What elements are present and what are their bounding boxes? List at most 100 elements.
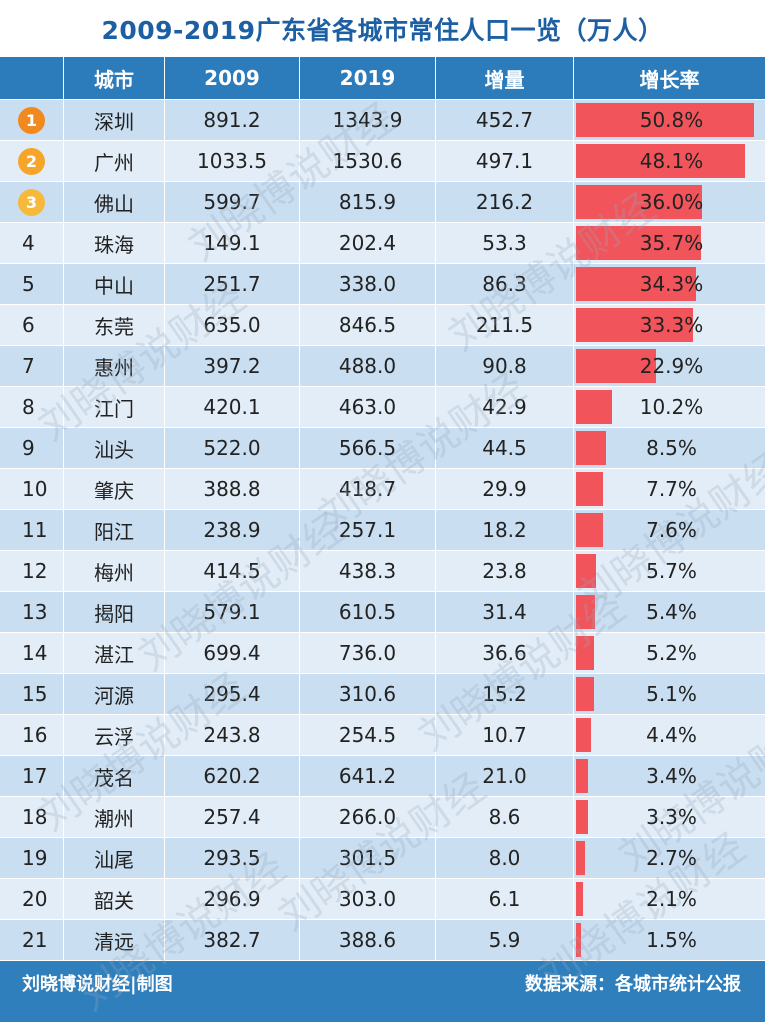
increase-cell: 21.0	[436, 756, 574, 797]
growth-rate-label: 36.0%	[639, 190, 704, 214]
header-increase: 增量	[436, 57, 574, 100]
rank-cell: 13	[0, 592, 64, 633]
growth-rate-bar	[576, 554, 596, 588]
increase-cell: 10.7	[436, 715, 574, 756]
value-2019-cell: 202.4	[300, 223, 436, 264]
header-rank	[0, 57, 64, 100]
value-2019-cell: 438.3	[300, 551, 436, 592]
value-2009-cell: 522.0	[165, 428, 300, 469]
header-row: 城市 2009 2019 增量 增长率	[0, 57, 765, 100]
growth-rate-bar	[576, 267, 696, 301]
rank-number: 6	[22, 313, 35, 337]
growth-rate-bar	[576, 923, 581, 957]
rank-cell: 15	[0, 674, 64, 715]
rank-number: 5	[22, 272, 35, 296]
growth-rate-bar	[576, 390, 612, 424]
table-row: 20 韶关 296.9 303.0 6.1 2.1%	[0, 879, 765, 920]
growth-rate-bar	[576, 759, 588, 793]
rank-number: 20	[22, 887, 48, 911]
growth-rate-label: 50.8%	[639, 108, 704, 132]
growth-rate-label: 7.6%	[646, 518, 697, 542]
table-row: 17 茂名 620.2 641.2 21.0 3.4%	[0, 756, 765, 797]
growth-rate-label: 48.1%	[639, 149, 704, 173]
value-2009-cell: 293.5	[165, 838, 300, 879]
rank-number: 4	[22, 231, 35, 255]
increase-cell: 5.9	[436, 920, 574, 961]
rank-number: 12	[22, 559, 48, 583]
city-cell: 潮州	[64, 797, 165, 838]
value-2009-cell: 388.8	[165, 469, 300, 510]
table-row: 3 佛山 599.7 815.9 216.2 36.0%	[0, 182, 765, 223]
value-2019-cell: 301.5	[300, 838, 436, 879]
header-city: 城市	[64, 57, 165, 100]
growth-rate-cell: 34.3%	[574, 264, 765, 305]
growth-rate-bar	[576, 595, 595, 629]
growth-rate-label: 8.5%	[646, 436, 697, 460]
value-2009-cell: 296.9	[165, 879, 300, 920]
city-cell: 河源	[64, 674, 165, 715]
city-cell: 佛山	[64, 182, 165, 223]
rank-number: 18	[22, 805, 48, 829]
rank-cell: 17	[0, 756, 64, 797]
value-2009-cell: 382.7	[165, 920, 300, 961]
table-row: 18 潮州 257.4 266.0 8.6 3.3%	[0, 797, 765, 838]
city-cell: 清远	[64, 920, 165, 961]
header-2009: 2009	[165, 57, 300, 100]
rank-cell: 8	[0, 387, 64, 428]
header-2019: 2019	[300, 57, 436, 100]
growth-rate-cell: 2.1%	[574, 879, 765, 920]
table-row: 7 惠州 397.2 488.0 90.8 22.9%	[0, 346, 765, 387]
growth-rate-bar	[576, 800, 588, 834]
growth-rate-cell: 10.2%	[574, 387, 765, 428]
rank-cell: 7	[0, 346, 64, 387]
value-2019-cell: 1343.9	[300, 100, 436, 141]
value-2019-cell: 266.0	[300, 797, 436, 838]
growth-rate-cell: 2.7%	[574, 838, 765, 879]
city-cell: 广州	[64, 141, 165, 182]
table-row: 9 汕头 522.0 566.5 44.5 8.5%	[0, 428, 765, 469]
growth-rate-cell: 5.2%	[574, 633, 765, 674]
growth-rate-label: 10.2%	[639, 395, 704, 419]
value-2019-cell: 566.5	[300, 428, 436, 469]
table-row: 13 揭阳 579.1 610.5 31.4 5.4%	[0, 592, 765, 633]
footer-source: 数据来源：各城市统计公报	[525, 974, 741, 995]
city-cell: 汕头	[64, 428, 165, 469]
rank-cell: 12	[0, 551, 64, 592]
increase-cell: 8.6	[436, 797, 574, 838]
value-2009-cell: 579.1	[165, 592, 300, 633]
table-row: 8 江门 420.1 463.0 42.9 10.2%	[0, 387, 765, 428]
growth-rate-label: 5.7%	[646, 559, 697, 583]
rank-cell: 21	[0, 920, 64, 961]
rank-cell: 5	[0, 264, 64, 305]
value-2019-cell: 254.5	[300, 715, 436, 756]
footer: 刘晓博说财经|制图 数据来源：各城市统计公报	[0, 962, 765, 1000]
table-row: 5 中山 251.7 338.0 86.3 34.3%	[0, 264, 765, 305]
growth-rate-cell: 5.4%	[574, 592, 765, 633]
value-2019-cell: 488.0	[300, 346, 436, 387]
growth-rate-label: 2.1%	[646, 887, 697, 911]
growth-rate-label: 2.7%	[646, 846, 697, 870]
increase-cell: 53.3	[436, 223, 574, 264]
table-row: 2 广州 1033.5 1530.6 497.1 48.1%	[0, 141, 765, 182]
rank-cell: 14	[0, 633, 64, 674]
rank-cell: 16	[0, 715, 64, 756]
growth-rate-label: 34.3%	[639, 272, 704, 296]
increase-cell: 497.1	[436, 141, 574, 182]
value-2009-cell: 1033.5	[165, 141, 300, 182]
city-cell: 梅州	[64, 551, 165, 592]
rank-number: 17	[22, 764, 48, 788]
growth-rate-bar	[576, 103, 754, 137]
increase-cell: 8.0	[436, 838, 574, 879]
growth-rate-bar	[576, 349, 656, 383]
growth-rate-bar	[576, 677, 594, 711]
footer-credit: 刘晓博说财经|制图	[22, 974, 173, 995]
increase-cell: 44.5	[436, 428, 574, 469]
table-row: 15 河源 295.4 310.6 15.2 5.1%	[0, 674, 765, 715]
growth-rate-cell: 5.7%	[574, 551, 765, 592]
value-2009-cell: 891.2	[165, 100, 300, 141]
rank-number: 8	[22, 395, 35, 419]
growth-rate-bar	[576, 226, 701, 260]
value-2019-cell: 388.6	[300, 920, 436, 961]
header-growth-rate: 增长率	[574, 57, 765, 100]
value-2019-cell: 463.0	[300, 387, 436, 428]
